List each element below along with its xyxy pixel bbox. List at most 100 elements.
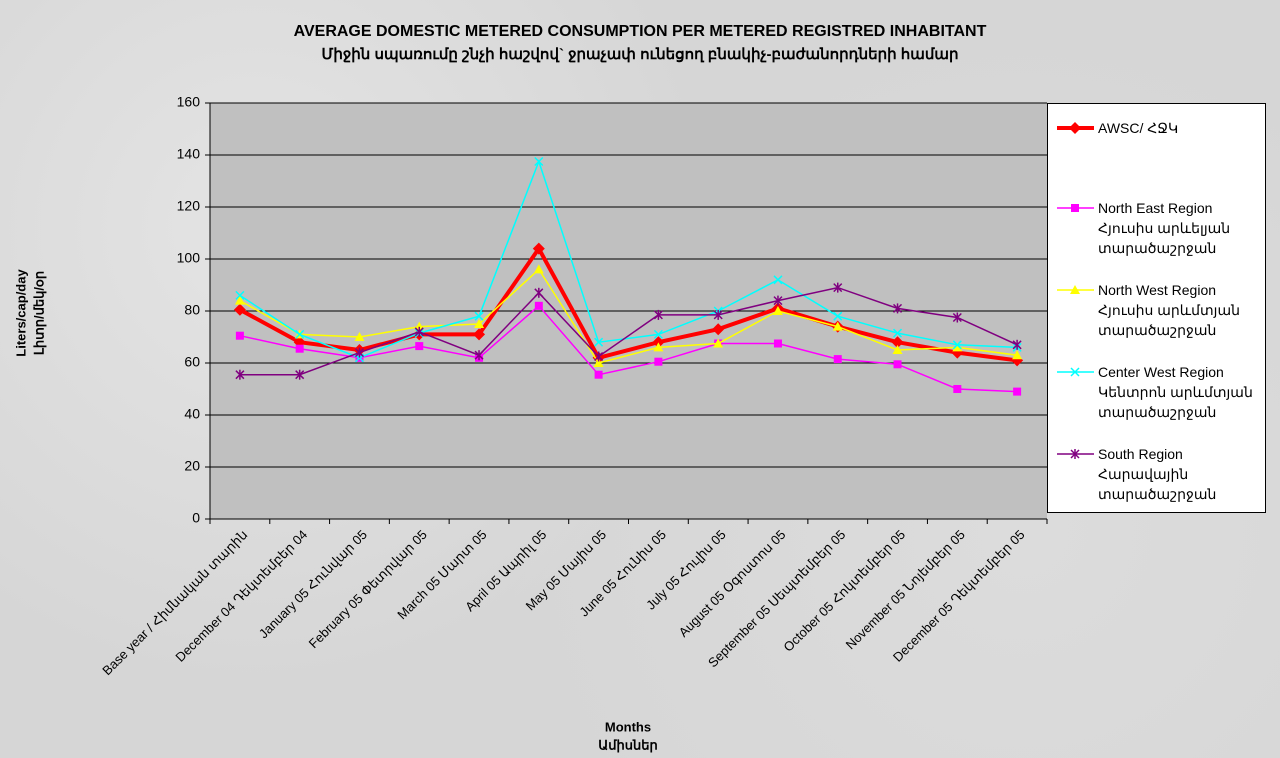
marker xyxy=(653,329,663,339)
y-tick-label: 40 xyxy=(184,406,200,422)
marker-stroke xyxy=(474,311,484,321)
legend-label: North East Region Հյուսիս արևելյան տարած… xyxy=(1098,200,1231,256)
marker xyxy=(652,336,665,349)
marker xyxy=(1070,285,1080,294)
marker xyxy=(534,156,544,167)
legend: AWSC/ ՀՋԿ North East Region Հյուսիս արևել… xyxy=(1047,103,1266,513)
legend-label: North West Region Հյուսիս արևմտյան տարած… xyxy=(1098,282,1240,338)
marker xyxy=(1013,387,1022,396)
marker xyxy=(653,342,664,352)
chart-subtitle: Միջին սպառումը շնչի հաշվով` ջրաչափ ունեց… xyxy=(321,46,958,63)
x-axis-title: Ամիսներ xyxy=(598,737,657,752)
marker-stroke xyxy=(295,329,305,339)
marker xyxy=(533,264,544,274)
marker xyxy=(893,360,902,369)
marker xyxy=(893,303,903,314)
marker xyxy=(473,328,486,341)
marker xyxy=(235,290,245,300)
marker xyxy=(833,282,843,293)
marker xyxy=(295,329,305,339)
marker xyxy=(891,336,904,349)
legend-symbol xyxy=(1057,204,1094,212)
x-tick-label: February 05 Փետրվար 05 xyxy=(306,527,430,651)
marker xyxy=(235,369,245,380)
marker xyxy=(953,385,962,393)
y-axis-title: Լիտր/մեկ/օր xyxy=(31,271,46,355)
y-tick-label: 60 xyxy=(184,354,200,370)
y-tick-label: 160 xyxy=(177,94,201,110)
series-line xyxy=(239,159,1018,359)
marker xyxy=(713,338,724,348)
marker xyxy=(474,311,484,321)
marker xyxy=(594,351,604,362)
legend-symbol xyxy=(1057,285,1094,294)
marker xyxy=(1069,122,1081,134)
marker-stroke xyxy=(833,311,843,321)
y-tick-label: 80 xyxy=(184,302,200,318)
marker xyxy=(354,347,364,358)
legend-symbol xyxy=(1057,367,1094,377)
marker xyxy=(414,326,424,337)
marker xyxy=(593,358,604,367)
marker xyxy=(773,295,783,306)
marker xyxy=(952,342,963,352)
marker xyxy=(532,242,545,255)
marker xyxy=(773,275,783,285)
marker-stroke xyxy=(893,328,903,338)
marker xyxy=(712,323,725,336)
x-tick-label: December 05 Դեկտեմբեր 05 xyxy=(890,527,1028,665)
marker xyxy=(233,303,246,316)
marker xyxy=(295,344,304,353)
marker-stroke xyxy=(534,156,544,167)
series-line xyxy=(239,304,1018,393)
y-tick-label: 140 xyxy=(177,146,201,162)
marker-stroke xyxy=(594,337,604,347)
marker xyxy=(1012,350,1023,360)
y-tick-label: 100 xyxy=(177,250,201,266)
marker xyxy=(1070,367,1080,377)
marker xyxy=(1012,339,1022,350)
marker xyxy=(654,357,663,366)
marker-stroke xyxy=(235,290,245,300)
chart-title: AVERAGE DOMESTIC METERED CONSUMPTION PER… xyxy=(294,23,987,40)
x-tick-label: October 05 Հոկտեմբեր 05 xyxy=(780,527,908,655)
legend-symbol xyxy=(1057,122,1094,134)
marker xyxy=(1071,204,1079,212)
x-tick-label: January 05 Հունվար 05 xyxy=(256,527,370,641)
marker xyxy=(833,311,843,321)
y-tick-label: 0 xyxy=(192,510,200,526)
marker-stroke xyxy=(773,275,783,285)
marker xyxy=(594,337,604,347)
legend-label: South Region Հարավային տարածաշրջան xyxy=(1098,446,1217,502)
marker xyxy=(235,331,244,340)
marker-stroke xyxy=(1070,367,1080,377)
marker xyxy=(474,319,485,328)
marker xyxy=(892,345,903,354)
marker xyxy=(295,369,305,380)
marker xyxy=(415,342,424,351)
y-axis-title: Liters/cap/day xyxy=(13,269,28,357)
marker xyxy=(832,321,843,331)
marker xyxy=(773,339,782,348)
marker xyxy=(1070,449,1080,459)
marker xyxy=(234,295,245,305)
x-axis-title: Months xyxy=(605,719,651,734)
legend-label: AWSC/ ՀՋԿ xyxy=(1098,120,1179,136)
legend-symbol xyxy=(1057,449,1094,459)
marker xyxy=(653,309,663,320)
marker xyxy=(594,370,603,379)
marker xyxy=(534,287,544,298)
y-tick-label: 120 xyxy=(177,198,201,214)
marker xyxy=(952,312,962,323)
marker xyxy=(474,350,484,361)
marker xyxy=(534,301,543,310)
series-line xyxy=(239,268,1018,364)
marker xyxy=(833,355,842,364)
marker xyxy=(772,306,783,315)
x-tick-label: August 05 Օգոստոս 05 xyxy=(676,527,789,640)
y-tick-label: 20 xyxy=(184,458,200,474)
x-tick-label: November 05 Նոյեմբեր 05 xyxy=(843,527,968,652)
marker xyxy=(354,332,365,341)
